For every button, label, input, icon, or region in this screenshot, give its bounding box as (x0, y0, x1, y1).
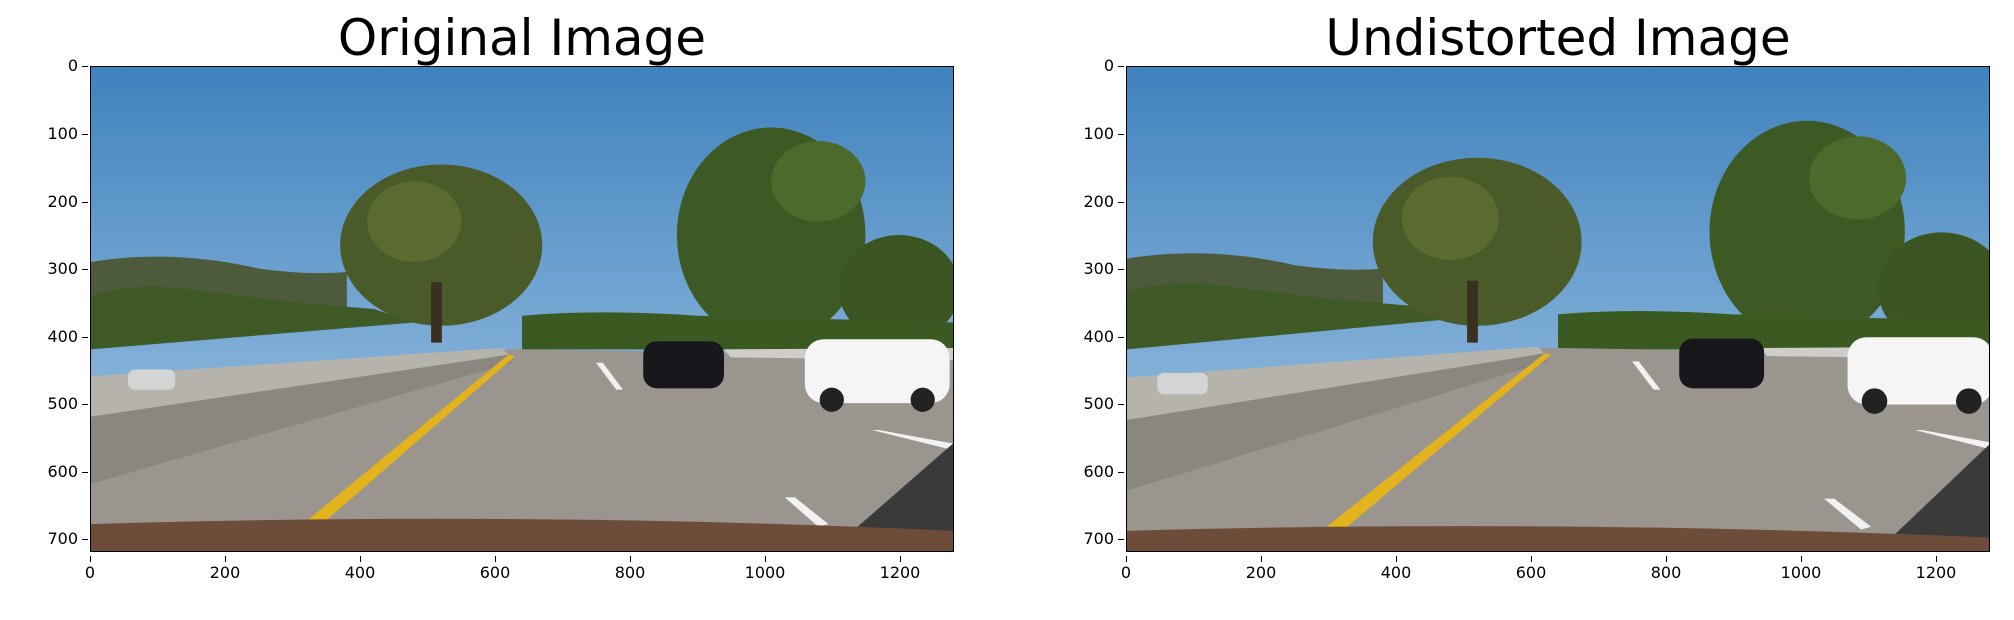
x-tick-label: 400 (330, 556, 390, 582)
y-tick-label: 700 (18, 530, 88, 548)
y-tick-label: 300 (1054, 260, 1124, 278)
x-tick-label: 1000 (1771, 556, 1831, 582)
y-tick-label: 200 (1054, 193, 1124, 211)
x-tick-label: 1000 (735, 556, 795, 582)
y-tick-label: 600 (1054, 463, 1124, 481)
x-tick-label: 400 (1366, 556, 1426, 582)
y-tick-label: 100 (18, 125, 88, 143)
road-photo-undistorted (1127, 67, 1989, 551)
y-tick-label: 700 (1054, 530, 1124, 548)
x-tick-label: 600 (465, 556, 525, 582)
y-tick-label: 100 (1054, 125, 1124, 143)
x-tick-label: 1200 (1906, 556, 1966, 582)
image-axes (1126, 66, 1990, 552)
y-tick-label: 200 (18, 193, 88, 211)
original-image-panel: Original Image (0, 0, 1000, 620)
y-tick-label: 300 (18, 260, 88, 278)
road-photo (91, 67, 953, 551)
x-tick-label: 0 (1096, 556, 1156, 582)
y-tick-label: 500 (1054, 395, 1124, 413)
x-tick-label: 800 (600, 556, 660, 582)
y-tick-label: 400 (18, 328, 88, 346)
y-tick-label: 600 (18, 463, 88, 481)
x-tick-label: 1200 (870, 556, 930, 582)
y-tick-label: 500 (18, 395, 88, 413)
x-tick-label: 200 (195, 556, 255, 582)
x-tick-label: 0 (60, 556, 120, 582)
x-tick-label: 200 (1231, 556, 1291, 582)
y-tick-label: 400 (1054, 328, 1124, 346)
y-tick-label: 0 (1054, 57, 1124, 75)
undistorted-image-panel: Undistorted Image (1036, 0, 2014, 620)
image-axes (90, 66, 954, 552)
x-tick-label: 800 (1636, 556, 1696, 582)
panel-title: Original Image (337, 9, 707, 67)
x-tick-label: 600 (1501, 556, 1561, 582)
y-tick-label: 0 (18, 57, 88, 75)
panel-title: Undistorted Image (1325, 9, 1791, 67)
